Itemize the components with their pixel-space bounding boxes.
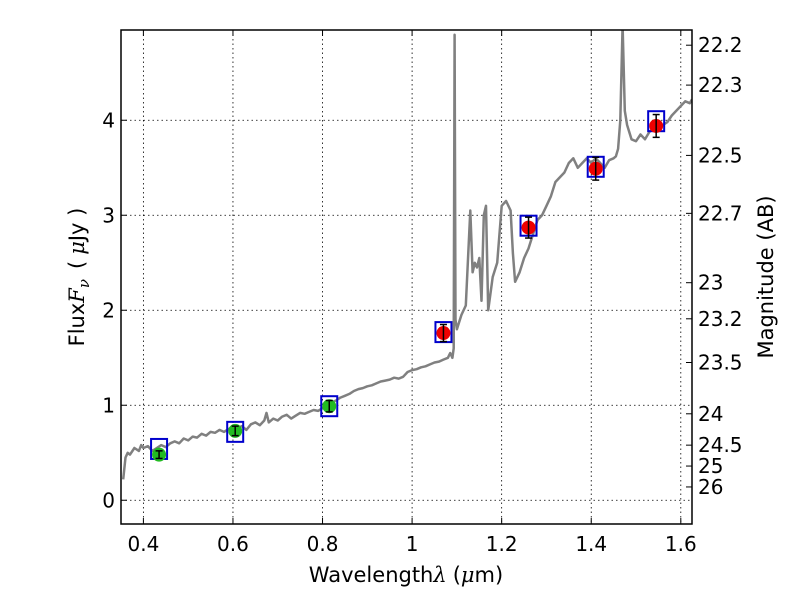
y2-tick-label: 23 — [698, 271, 723, 295]
y2-tick-label: 22.3 — [698, 73, 743, 97]
x-tick-label: 1.4 — [575, 532, 607, 556]
y2-tick-label: 25 — [698, 454, 723, 478]
y2-tick-label: 22.7 — [698, 201, 743, 225]
y2-tick-label: 23.2 — [698, 307, 743, 331]
y-tick-label: 4 — [102, 108, 115, 132]
y-tick-label: 2 — [102, 298, 115, 322]
plot-frame — [120, 29, 693, 525]
x-tick-label: 1.2 — [486, 532, 518, 556]
x-tick-label: 0.4 — [127, 532, 159, 556]
y2-tick-label: 22.5 — [698, 143, 743, 167]
tick-layer: 0.4 0.6 0.8 1 1.2 1.4 1.60123422.222.322.522.7… — [102, 30, 743, 556]
y2-tick-label: 24.5 — [698, 433, 743, 457]
plot-background — [121, 30, 692, 524]
y2-axis-label: Magnitude (AB) — [754, 195, 778, 358]
model-point-square — [226, 420, 245, 443]
y2-tick-label: 23.5 — [698, 351, 743, 375]
grid — [121, 30, 692, 524]
x-tick-label: 0.8 — [307, 532, 339, 556]
y2-tick-label: 26 — [698, 475, 723, 499]
x-tick-label: 0.6 — [217, 532, 249, 556]
y2-tick-label: 24 — [698, 402, 723, 426]
model-spectrum-line — [121, 30, 692, 480]
y2-tick-label: 22.2 — [698, 33, 743, 57]
marker-layer — [150, 110, 666, 462]
x-tick-label: 1 — [406, 532, 419, 556]
y-tick-label: 3 — [102, 203, 115, 227]
x-tick-label: 1.6 — [665, 532, 697, 556]
x-axis-label: Wavelengthλ (μm) — [309, 563, 503, 587]
spectrum-layer — [121, 30, 692, 480]
y-tick-label: 1 — [102, 393, 115, 417]
y-tick-label: 0 — [102, 488, 115, 512]
y-axis-label: FluxFν(μJy ) — [65, 208, 93, 347]
model-point-square — [320, 395, 339, 418]
